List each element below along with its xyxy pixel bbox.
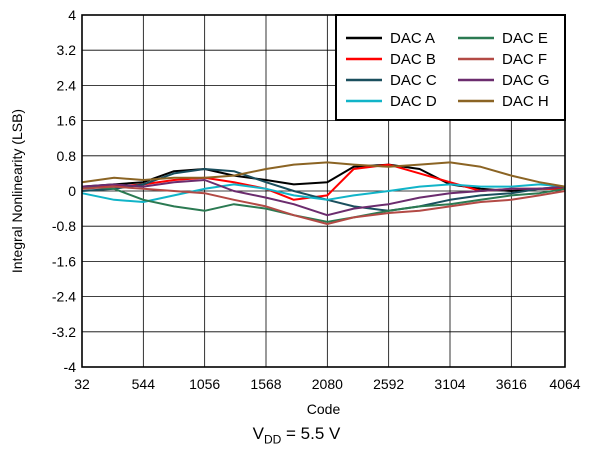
legend-label: DAC F bbox=[502, 51, 547, 68]
condition-caption: VDD = 5.5 V bbox=[0, 424, 593, 446]
x-tick-label: 544 bbox=[132, 376, 156, 392]
x-tick-label: 2080 bbox=[312, 376, 343, 392]
y-tick-label: -4 bbox=[64, 359, 77, 375]
series-line-dac-g bbox=[81, 179, 566, 217]
series-line-dac-d bbox=[81, 183, 566, 203]
x-tick-label: 1568 bbox=[250, 376, 281, 392]
y-tick-label: -1.6 bbox=[52, 253, 76, 269]
x-axis-label: Code bbox=[307, 401, 341, 417]
series-line-dac-e bbox=[81, 185, 566, 223]
x-tick-label: 4064 bbox=[549, 376, 580, 392]
y-tick-label: -3.2 bbox=[52, 324, 76, 340]
legend-label: DAC A bbox=[390, 30, 435, 47]
caption-prefix: V bbox=[252, 424, 264, 443]
y-tick-label: 0.8 bbox=[57, 148, 77, 164]
y-tick-label: 2.4 bbox=[57, 77, 77, 93]
caption-suffix: = 5.5 V bbox=[281, 424, 341, 443]
plot-frame bbox=[81, 14, 566, 368]
series-line-dac-h bbox=[81, 161, 566, 188]
legend-label: DAC G bbox=[502, 72, 550, 89]
x-tick-label: 3104 bbox=[434, 376, 465, 392]
x-tick-label: 32 bbox=[74, 376, 90, 392]
x-tick-label: 2592 bbox=[373, 376, 404, 392]
y-tick-label: 4 bbox=[68, 7, 76, 23]
legend: DAC A DAC B DAC C DAC D DAC E DAC F DAC G DAC H bbox=[335, 14, 566, 121]
y-tick-label: 3.2 bbox=[57, 42, 77, 58]
legend-label: DAC B bbox=[390, 51, 436, 68]
y-tick-label: -0.8 bbox=[52, 218, 76, 234]
caption-subscript: DD bbox=[263, 432, 282, 447]
series-line-dac-f bbox=[81, 185, 566, 225]
series-layer bbox=[81, 161, 566, 225]
y-axis-label: Integral Nonlinearity (LSB) bbox=[9, 109, 25, 273]
x-tick-labels: 32 544 1056 1568 2080 2592 3104 3616 4064 bbox=[74, 376, 581, 392]
x-tick-label: 1056 bbox=[189, 376, 220, 392]
y-tick-label: 0 bbox=[68, 183, 76, 199]
y-tick-labels: 4 3.2 2.4 1.6 0.8 0 -0.8 -1.6 -2.4 -3.2 -4 bbox=[52, 7, 76, 375]
y-tick-label: -2.4 bbox=[52, 289, 76, 305]
legend-label: DAC D bbox=[390, 93, 437, 110]
x-tick-label: 3616 bbox=[496, 376, 527, 392]
legend-label: DAC C bbox=[390, 72, 437, 89]
legend-label: DAC E bbox=[502, 30, 548, 47]
legend-box bbox=[335, 14, 566, 121]
legend-label: DAC H bbox=[502, 93, 549, 110]
y-tick-label: 1.6 bbox=[57, 113, 77, 129]
